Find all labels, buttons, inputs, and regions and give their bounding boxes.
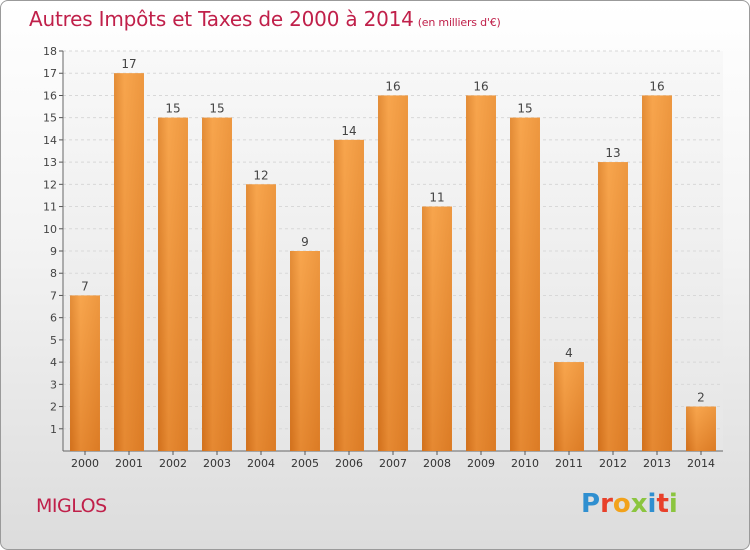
x-tick-label: 2013 [643,457,671,470]
chart-subtitle: (en milliers d'€) [417,16,501,29]
bar-value-label: 9 [301,235,309,249]
bar-shade [70,295,100,451]
bar-value-label: 16 [385,79,400,93]
y-tick-label: 16 [43,89,57,102]
bar-value-label: 15 [165,102,180,116]
bar-shade [642,95,672,451]
y-tick-label: 7 [50,289,57,302]
bar-shade [422,206,452,451]
logo-letter: t [656,489,669,519]
x-tick-label: 2002 [159,457,187,470]
x-tick-label: 2009 [467,457,495,470]
logo-letter: i [647,489,657,519]
bar-value-label: 11 [429,191,444,205]
logo-letter: x [630,489,648,519]
bar-shade [598,162,628,451]
x-tick-label: 2003 [203,457,231,470]
y-tick-label: 15 [43,112,57,125]
y-tick-label: 1 [50,423,57,436]
x-tick-label: 2012 [599,457,627,470]
y-tick-label: 13 [43,156,57,169]
bar-shade [510,117,540,452]
chart-title-block: Autres Impôts et Taxes de 2000 à 2014 (en… [29,7,501,31]
x-tick-label: 2010 [511,457,539,470]
y-tick-label: 5 [50,334,57,347]
logo-letter: P [581,489,601,519]
x-tick-label: 2006 [335,457,363,470]
bar-value-label: 7 [81,279,89,293]
y-tick-label: 17 [43,67,57,80]
bar-shade [686,406,716,451]
bar-value-label: 14 [341,124,356,138]
proxiti-logo: Proxiti [581,489,678,519]
x-tick-label: 2000 [71,457,99,470]
bar-value-label: 13 [605,146,620,160]
bar-value-label: 15 [517,102,532,116]
bar-shade [378,95,408,451]
x-tick-label: 2001 [115,457,143,470]
x-tick-label: 2004 [247,457,275,470]
bar-value-label: 16 [649,79,664,93]
y-tick-label: 9 [50,245,57,258]
bar-shade [114,73,144,451]
logo-letter: i [668,489,678,519]
bar-shade [158,117,188,452]
bar-value-label: 4 [565,346,573,360]
bar-shade [290,251,320,451]
bar-value-label: 16 [473,79,488,93]
x-tick-label: 2011 [555,457,583,470]
y-tick-label: 12 [43,178,57,191]
y-tick-label: 14 [43,134,57,147]
y-tick-label: 4 [50,356,57,369]
y-tick-label: 3 [50,378,57,391]
bar-value-label: 15 [209,102,224,116]
bar-shade [202,117,232,452]
bar-value-label: 2 [697,391,705,405]
chart-title: Autres Impôts et Taxes de 2000 à 2014 [29,7,414,31]
x-tick-label: 2007 [379,457,407,470]
x-tick-label: 2008 [423,457,451,470]
y-tick-label: 8 [50,267,57,280]
y-tick-label: 10 [43,223,57,236]
bar-shade [554,362,584,451]
y-tick-label: 18 [43,45,57,58]
logo-letter: o [612,489,631,519]
y-tick-label: 11 [43,201,57,214]
bar-shade [466,95,496,451]
logo-letter: r [600,489,613,519]
bar-value-label: 12 [253,168,268,182]
y-tick-label: 6 [50,312,57,325]
bar-shade [246,184,276,452]
bar-value-label: 17 [121,57,136,71]
x-tick-label: 2005 [291,457,319,470]
x-tick-label: 2014 [687,457,715,470]
place-name: MIGLOS [36,495,107,517]
bar-shade [334,139,364,451]
y-tick-label: 2 [50,401,57,414]
